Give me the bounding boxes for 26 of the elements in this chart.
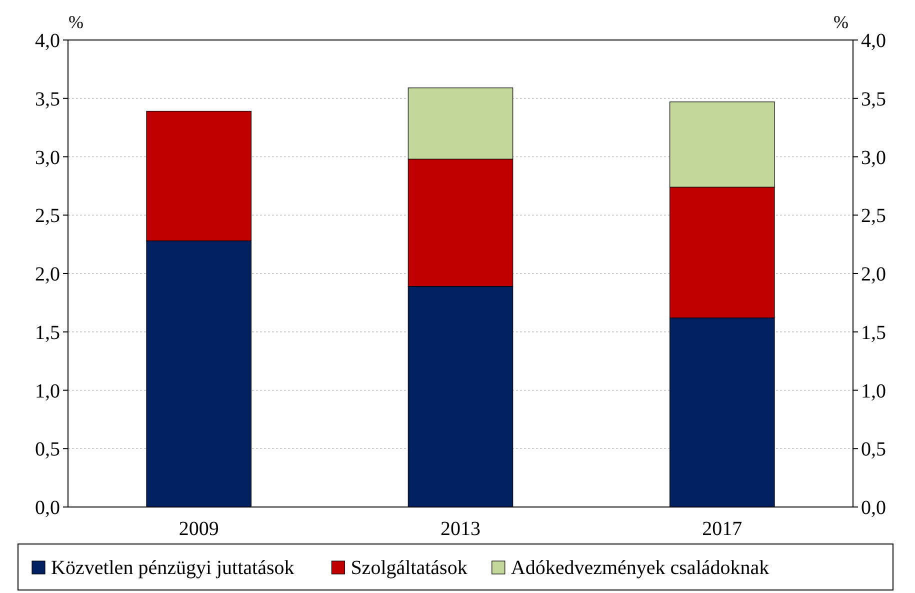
y2-tick-label: 3,5 [861,88,886,110]
y-tick-label: 2,0 [35,264,60,286]
y-tick-label: 1,0 [35,380,60,402]
x-tick-label: 2009 [178,518,219,540]
y2-tick-label: 0,0 [861,497,886,519]
y2-tick-label: 1,0 [861,380,886,402]
y2-tick-label: 2,5 [861,205,886,228]
y-tick-label: 2,5 [35,205,60,228]
legend-label: Adókedvezmények családoknak [510,557,770,579]
y-axis-title: % [68,12,84,32]
y-tick-label: 0,0 [35,497,60,519]
x-tick-label: 2017 [702,518,742,540]
y2-tick-label: 2,0 [861,264,886,286]
y2-tick-label: 0,5 [861,438,886,461]
legend-label: Közvetlen pénzügyi juttatások [51,557,294,579]
y2-tick-label: 3,0 [861,146,886,169]
y2-axis-title: % [834,12,848,32]
y-tick-label: 0,5 [35,438,60,461]
x-tick-label: 2013 [440,518,480,540]
y-tick-label: 4,0 [35,30,60,52]
y-tick-label: 3,5 [35,88,60,110]
legend-label: Szolgáltatások [350,557,468,579]
y-tick-label: 1,5 [35,322,60,344]
y2-tick-label: 1,5 [861,322,886,344]
y-tick-label: 3,0 [35,146,60,169]
y2-tick-label: 4,0 [861,30,886,52]
